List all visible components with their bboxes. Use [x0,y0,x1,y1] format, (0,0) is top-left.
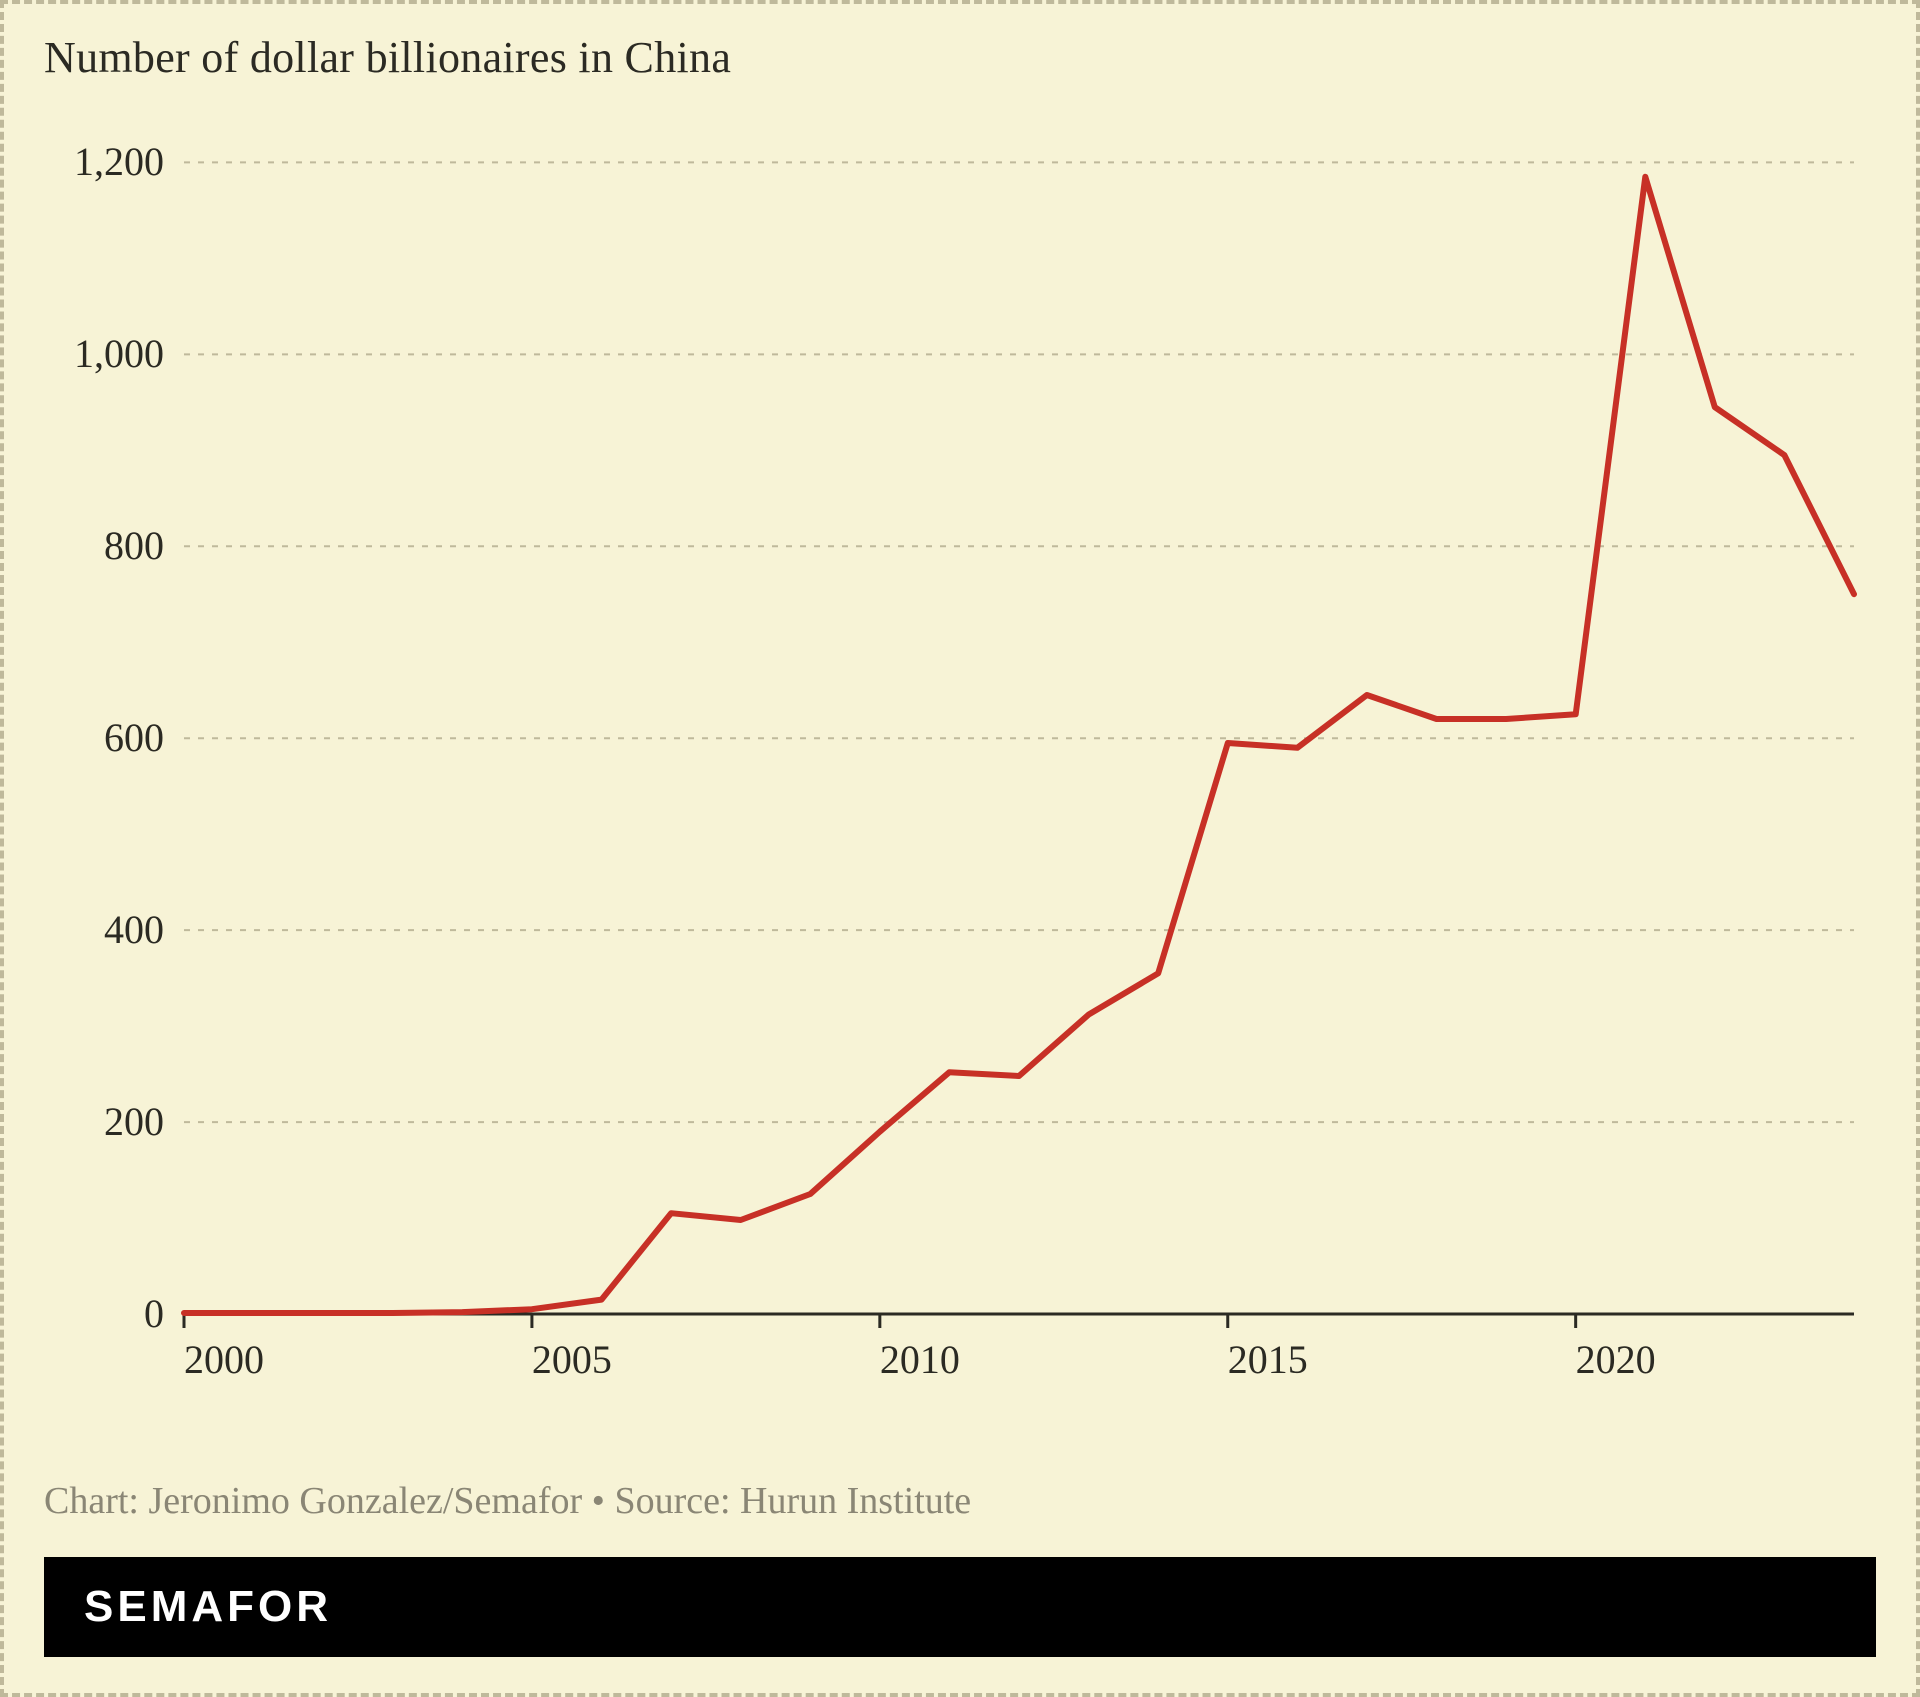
chart-title: Number of dollar billionaires in China [44,32,731,83]
brand-logo: SEMAFOR [84,1582,332,1632]
y-axis-label: 600 [44,714,164,761]
chart-frame: Number of dollar billionaires in China 0… [0,0,1920,1697]
footer-bar: SEMAFOR [44,1557,1876,1657]
x-axis-label: 2015 [1228,1336,1308,1383]
y-axis-label: 1,000 [44,330,164,377]
x-axis-label: 2005 [532,1336,612,1383]
y-axis-label: 800 [44,522,164,569]
y-axis-label: 1,200 [44,138,164,185]
x-axis-label: 2020 [1576,1336,1656,1383]
plot-area: 0 200 400 600 800 1,000 1,200 2000 2005 2010 2015 2… [44,104,1874,1394]
chart-svg [44,104,1874,1394]
y-axis-label: 0 [44,1290,164,1337]
x-axis-label: 2000 [184,1336,264,1383]
y-axis-label: 400 [44,906,164,953]
x-axis-label: 2010 [880,1336,960,1383]
y-axis-label: 200 [44,1098,164,1145]
chart-credit: Chart: Jeronimo Gonzalez/Semafor • Sourc… [44,1479,971,1523]
